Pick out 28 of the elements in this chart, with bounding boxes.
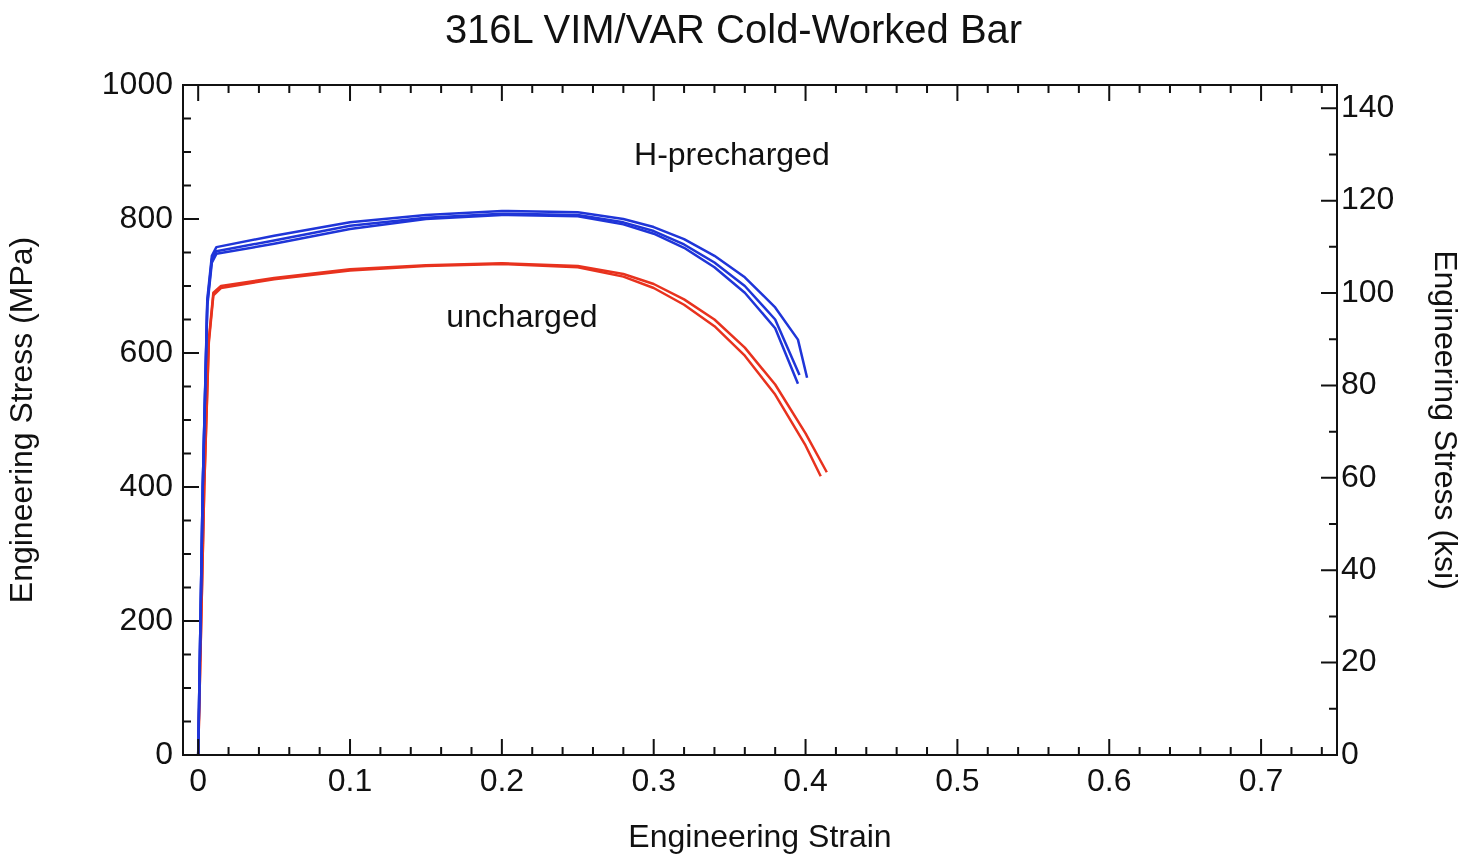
series-label: H-precharged <box>634 135 830 172</box>
y-tick-label: 800 <box>119 198 173 235</box>
x-tick-label: 0.6 <box>1086 762 1132 799</box>
y-tick-label: 600 <box>119 332 173 369</box>
x-tick-label: 0.7 <box>1238 762 1284 799</box>
chart-title: 316L VIM/VAR Cold-Worked Bar <box>444 7 1023 52</box>
y-tick-label: 400 <box>119 466 173 503</box>
y2-tick-label: 80 <box>1341 365 1377 402</box>
y2-tick-label: 0 <box>1341 734 1359 771</box>
series-label: uncharged <box>446 298 598 335</box>
x-tick-label: 0 <box>189 762 208 799</box>
x-axis-title: Engineering Strain <box>628 817 892 854</box>
y2-axis-title: Engineering Stress (ksi) <box>1427 250 1464 590</box>
x-tick-label: 0.1 <box>327 762 373 799</box>
y2-tick-label: 100 <box>1341 272 1395 309</box>
y2-tick-label: 40 <box>1341 550 1377 587</box>
y-tick-label: 1000 <box>101 64 173 101</box>
y2-tick-label: 140 <box>1341 88 1395 125</box>
x-tick-label: 0.3 <box>631 762 676 799</box>
y2-tick-label: 120 <box>1341 180 1395 217</box>
y2-tick-label: 20 <box>1341 642 1377 679</box>
y-axis-title: Engineering Stress (MPa) <box>3 236 40 604</box>
y2-tick-label: 60 <box>1341 457 1377 494</box>
x-tick-label: 0.2 <box>479 762 525 799</box>
y-tick-label: 0 <box>155 734 173 771</box>
x-tick-label: 0.5 <box>935 762 980 799</box>
y-tick-label: 200 <box>119 600 173 637</box>
x-tick-label: 0.4 <box>783 762 828 799</box>
